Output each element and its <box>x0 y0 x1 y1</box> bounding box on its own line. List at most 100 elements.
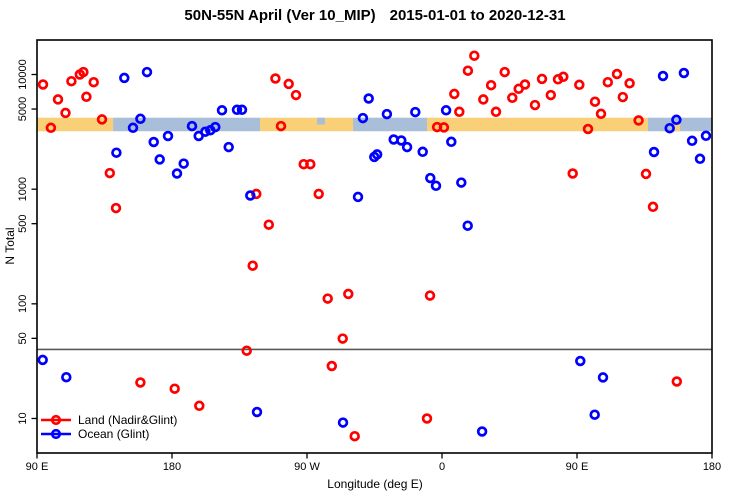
data-point-land <box>45 122 57 134</box>
data-point-land <box>462 65 474 76</box>
data-point-ocean <box>410 106 421 118</box>
x-tick-label: 180 <box>703 461 721 473</box>
data-point-land <box>96 114 108 125</box>
data-point-land <box>595 108 607 120</box>
data-point-land <box>640 168 652 180</box>
data-point-land <box>469 50 480 61</box>
data-point-land <box>81 91 92 103</box>
data-point-ocean <box>352 191 364 203</box>
data-point-land <box>485 79 497 91</box>
data-point-land <box>647 201 659 213</box>
data-point-land <box>507 92 518 104</box>
data-point-ocean <box>430 180 442 192</box>
data-point-ocean <box>154 154 165 165</box>
data-point-land <box>478 94 489 105</box>
band-patch <box>317 117 325 125</box>
chart-title-main: 50N-55N April (Ver 10_MIP) <box>184 7 376 24</box>
legend: Land (Nadir&Glint) Ocean (Glint) <box>40 413 177 441</box>
data-point-land <box>589 96 601 107</box>
data-point-land <box>536 73 548 85</box>
data-point-land <box>529 99 541 111</box>
data-point-ocean <box>111 147 122 158</box>
data-point-land <box>438 122 450 133</box>
data-point-ocean <box>119 72 130 84</box>
data-point-land <box>88 76 99 88</box>
legend-label-ocean: Ocean (Glint) <box>78 427 150 441</box>
data-point-land <box>611 68 623 80</box>
data-point-land <box>275 120 287 132</box>
data-point-ocean <box>476 426 488 437</box>
data-point-land <box>322 293 333 304</box>
data-point-ocean <box>210 121 221 133</box>
x-tick-label: 90 E <box>566 461 589 473</box>
band-segment <box>113 117 261 132</box>
data-point-land <box>37 79 49 90</box>
chart-title: 50N-55N April (Ver 10_MIP) 2015-01-01 to … <box>0 7 750 24</box>
data-point-ocean <box>440 105 452 116</box>
data-point-ocean <box>425 172 436 184</box>
data-point-ocean <box>127 122 139 134</box>
data-point-ocean <box>381 108 393 120</box>
data-point-land <box>290 89 302 101</box>
data-point-ocean <box>251 406 263 418</box>
data-point-land <box>305 158 316 170</box>
data-point-land <box>52 94 64 105</box>
y-tick-label: 5000 <box>17 97 29 121</box>
data-point-ocean <box>171 168 183 179</box>
data-point-ocean <box>141 66 153 78</box>
data-point-land <box>558 71 569 83</box>
data-point-ocean <box>597 372 609 383</box>
data-point-land <box>135 377 146 388</box>
x-tick-label: 180 <box>163 461 181 473</box>
data-point-land <box>671 376 683 387</box>
data-point-land <box>194 400 205 412</box>
land-marker-icon <box>41 414 71 426</box>
data-point-land <box>602 76 614 88</box>
legend-item-ocean: Ocean (Glint) <box>40 427 177 441</box>
data-point-ocean <box>462 220 473 231</box>
data-point-ocean <box>371 149 383 160</box>
data-point-land <box>343 288 354 300</box>
data-point-ocean <box>401 141 413 153</box>
data-point-land <box>270 73 281 84</box>
data-point-land <box>110 202 122 214</box>
data-point-ocean <box>648 146 660 158</box>
x-tick-label: 0 <box>439 461 445 473</box>
data-point-land <box>247 260 258 271</box>
data-point-land <box>241 345 252 356</box>
data-point-ocean <box>446 136 457 148</box>
data-point-land <box>567 168 578 179</box>
data-point-ocean <box>245 190 256 201</box>
y-tick-label: 10000 <box>17 59 29 90</box>
data-point-ocean <box>657 70 669 82</box>
data-point-ocean <box>357 112 369 124</box>
data-point-ocean <box>200 126 211 137</box>
data-point-ocean <box>686 135 698 147</box>
data-point-land <box>169 383 180 394</box>
y-axis-label: N Total <box>3 227 17 265</box>
data-point-ocean <box>216 105 228 116</box>
data-point-land <box>582 123 594 135</box>
data-point-land <box>251 188 262 200</box>
x-tick-label: 90 E <box>26 461 49 473</box>
data-point-ocean <box>162 130 174 142</box>
band-segment <box>427 117 648 132</box>
band-patch <box>673 124 681 132</box>
y-tick-label: 500 <box>17 215 29 233</box>
data-point-land <box>66 75 77 87</box>
x-axis-label: Longitude (deg E) <box>327 477 423 491</box>
ocean-marker-icon <box>41 428 71 440</box>
data-point-ocean <box>589 409 600 420</box>
y-tick-label: 100 <box>17 295 29 313</box>
data-point-ocean <box>694 153 706 165</box>
data-point-land <box>349 430 360 442</box>
data-point-land <box>421 413 433 424</box>
data-point-ocean <box>678 67 690 79</box>
data-point-ocean <box>61 371 72 383</box>
data-point-land <box>574 79 585 91</box>
legend-label-land: Land (Nadir&Glint) <box>78 413 178 427</box>
data-point-land <box>104 167 116 179</box>
data-point-land <box>449 88 460 100</box>
data-point-ocean <box>223 141 234 153</box>
